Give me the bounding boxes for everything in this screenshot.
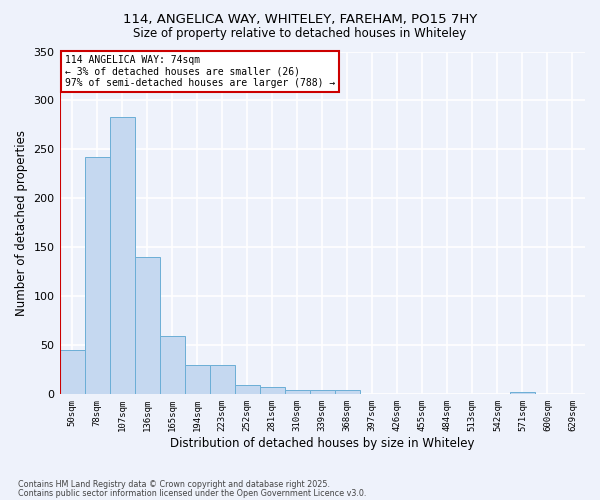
Text: 114, ANGELICA WAY, WHITELEY, FAREHAM, PO15 7HY: 114, ANGELICA WAY, WHITELEY, FAREHAM, PO… (123, 12, 477, 26)
Text: Contains HM Land Registry data © Crown copyright and database right 2025.: Contains HM Land Registry data © Crown c… (18, 480, 330, 489)
Bar (260, 388, 285, 394)
Bar (310, 390, 335, 394)
Bar (160, 336, 185, 394)
Bar (335, 390, 360, 394)
Y-axis label: Number of detached properties: Number of detached properties (15, 130, 28, 316)
Text: Size of property relative to detached houses in Whiteley: Size of property relative to detached ho… (133, 28, 467, 40)
X-axis label: Distribution of detached houses by size in Whiteley: Distribution of detached houses by size … (170, 437, 475, 450)
Text: 114 ANGELICA WAY: 74sqm
← 3% of detached houses are smaller (26)
97% of semi-det: 114 ANGELICA WAY: 74sqm ← 3% of detached… (65, 55, 335, 88)
Text: Contains public sector information licensed under the Open Government Licence v3: Contains public sector information licen… (18, 489, 367, 498)
Bar (85, 158, 110, 394)
Bar (285, 390, 310, 394)
Bar (110, 117, 134, 394)
Bar (59, 350, 85, 395)
Bar (235, 384, 260, 394)
Bar (185, 365, 209, 394)
Bar (510, 392, 535, 394)
Bar (209, 365, 235, 394)
Bar (134, 257, 160, 394)
